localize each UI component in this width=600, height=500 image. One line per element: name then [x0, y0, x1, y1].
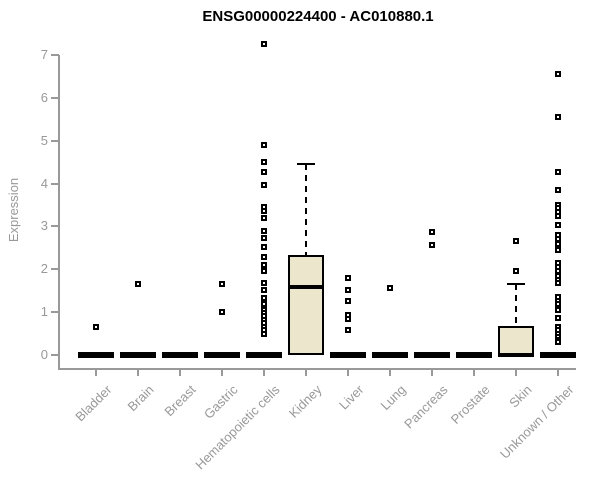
outlier-point: [555, 222, 561, 229]
outlier-point: [555, 307, 561, 313]
outlier-point: [261, 268, 267, 275]
outlier-point: [513, 268, 519, 274]
y-tick: [51, 354, 59, 356]
outlier-point: [555, 280, 561, 286]
x-tick: [137, 369, 139, 376]
outlier-point: [555, 339, 561, 346]
outlier-point: [261, 280, 267, 286]
collapsed-box-brain: [120, 352, 156, 358]
outlier-point: [261, 208, 267, 215]
outlier-point: [219, 309, 225, 316]
collapsed-box-pancreas: [414, 352, 450, 358]
outlier-point: [261, 41, 267, 48]
x-tick: [95, 369, 97, 376]
outlier-point: [555, 300, 561, 307]
outlier-point: [555, 240, 561, 247]
outlier-point: [261, 169, 267, 175]
x-tick: [179, 369, 181, 376]
outlier-point: [555, 315, 561, 322]
x-tick: [305, 369, 307, 376]
y-tick-label: 5: [40, 132, 48, 148]
collapsed-box-hematopoietic-cells: [246, 352, 282, 358]
outlier-point: [219, 281, 225, 288]
whisker-cap-skin: [507, 282, 525, 285]
y-tick-label: 2: [40, 261, 48, 277]
median-kidney: [288, 284, 324, 289]
outlier-point: [261, 181, 267, 188]
box-kidney: [288, 255, 324, 355]
whisker-kidney: [305, 164, 307, 256]
outlier-point: [261, 227, 267, 234]
y-tick-label: 0: [40, 347, 48, 362]
whisker-cap-kidney: [297, 163, 315, 166]
x-axis-line: [58, 368, 576, 370]
y-tick: [51, 225, 59, 228]
outlier-point: [387, 285, 393, 292]
outlier-point: [555, 169, 561, 175]
median-skin: [498, 353, 534, 357]
y-tick: [51, 96, 59, 99]
outlier-point: [555, 247, 561, 253]
outlier-point: [429, 229, 435, 235]
outlier-point: [135, 281, 141, 288]
y-axis-line: [58, 55, 60, 369]
x-tick: [389, 369, 391, 376]
x-tick: [431, 369, 433, 376]
outlier-point: [261, 254, 267, 261]
outlier-point: [261, 286, 267, 293]
collapsed-box-breast: [162, 352, 198, 358]
outlier-point: [513, 238, 519, 244]
outlier-point: [345, 274, 351, 281]
outlier-point: [345, 327, 351, 334]
y-tick-label: 7: [40, 47, 48, 62]
outlier-point: [429, 241, 435, 248]
collapsed-box-lung: [372, 352, 408, 358]
outlier-point: [261, 300, 267, 307]
y-tick: [51, 139, 59, 142]
collapsed-box-unknown-other: [540, 352, 576, 358]
collapsed-box-bladder: [78, 352, 114, 358]
outlier-point: [345, 315, 351, 322]
chart-title: ENSG00000224400 - AC010880.1: [202, 8, 434, 25]
outlier-point: [345, 298, 351, 304]
outlier-point: [555, 187, 561, 193]
outlier-point: [261, 295, 267, 301]
box-skin: [498, 325, 534, 355]
collapsed-box-prostate: [456, 352, 492, 358]
outlier-point: [93, 324, 99, 331]
outlier-point: [555, 212, 561, 219]
x-tick: [557, 369, 559, 376]
outlier-point: [261, 244, 267, 250]
outlier-point: [555, 71, 561, 78]
y-tick: [51, 54, 59, 56]
x-tick: [515, 369, 517, 376]
y-tick-label: 1: [40, 304, 48, 320]
outlier-point: [261, 159, 267, 166]
outlier-point: [261, 330, 267, 337]
y-tick-label: 6: [40, 89, 48, 105]
y-tick-label: 4: [40, 175, 48, 191]
outlier-point: [345, 286, 351, 293]
outlier-point: [555, 114, 561, 121]
outlier-point: [261, 235, 267, 242]
x-tick: [347, 369, 349, 376]
x-tick: [473, 369, 475, 376]
collapsed-box-liver: [330, 352, 366, 358]
whisker-skin: [515, 283, 517, 326]
y-tick-label: 3: [40, 218, 48, 234]
x-tick-label-unknown-other: Unknown / Other: [497, 382, 577, 462]
outlier-point: [261, 142, 267, 148]
collapsed-box-gastric: [204, 352, 240, 358]
x-tick: [263, 369, 265, 376]
outlier-point: [261, 214, 267, 221]
y-tick: [51, 268, 59, 271]
x-tick: [221, 369, 223, 376]
outlier-point: [261, 262, 267, 268]
y-tick: [51, 311, 59, 314]
y-tick: [51, 182, 59, 185]
